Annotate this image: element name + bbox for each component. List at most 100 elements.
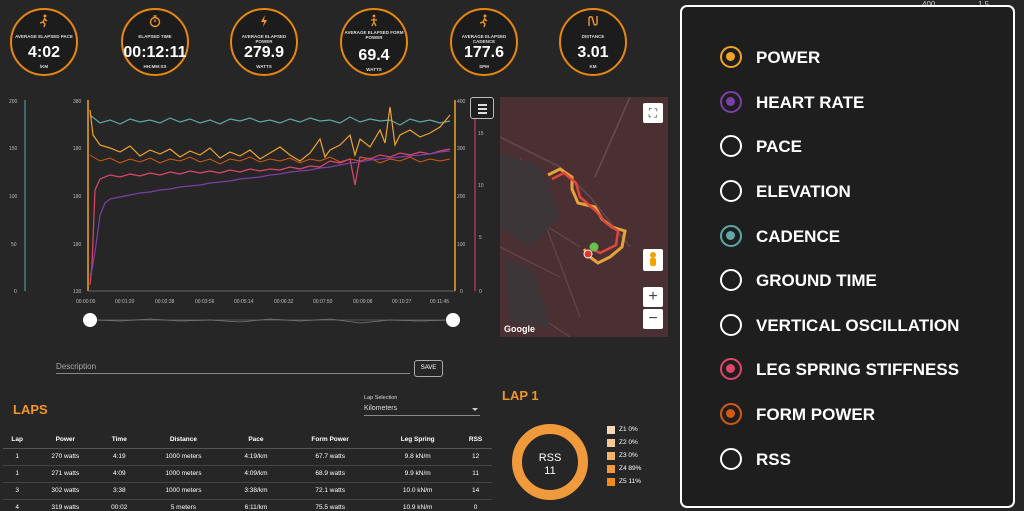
table-cell: 3:38	[99, 482, 140, 500]
stat-label: DISTANCE	[581, 34, 605, 39]
option-label: POWER	[756, 48, 821, 67]
option-power[interactable]: POWER	[720, 46, 1010, 68]
laps-table: Lap Power Time Distance Pace Form Power …	[3, 431, 492, 511]
lap-selection-dropdown[interactable]: Kilometers	[364, 405, 480, 416]
option-heart-rate[interactable]: HEART RATE	[720, 91, 1010, 113]
option-cadence[interactable]: CADENCE	[720, 225, 1010, 247]
column-header[interactable]: Power	[31, 431, 100, 449]
radio-button[interactable]	[720, 403, 742, 425]
stat-average-pace: AVERAGE ELAPSED PACE 4:02 /KM	[10, 8, 78, 76]
chart-menu-button[interactable]	[470, 97, 494, 119]
option-leg-spring-stiffness[interactable]: LEG SPRING STIFFNESS	[720, 358, 1010, 380]
option-elevation[interactable]: ELEVATION	[720, 180, 1010, 202]
radio-button[interactable]	[720, 135, 742, 157]
rss-donut: RSS 11	[512, 424, 588, 500]
stat-value: 3.01	[577, 44, 609, 61]
axis-tick: 180	[73, 194, 82, 200]
stat-average-cadence: AVERAGE ELAPSED CADENCE 177.6 SPM	[450, 8, 518, 76]
option-pace[interactable]: PACE	[720, 135, 1010, 157]
zoom-in-button[interactable]: +	[643, 287, 663, 307]
table-cell: 67.7 watts	[284, 448, 377, 466]
pegman-icon	[650, 252, 656, 266]
lap-selection-label: Lap Selection	[364, 395, 398, 401]
x-tick: 00:11:45	[430, 299, 449, 305]
table-row[interactable]: 1 270 watts 4:19 1000 meters 4:19/km 67.7 w…	[3, 448, 492, 466]
column-header[interactable]: Distance	[139, 431, 228, 449]
street-view-pegman[interactable]	[643, 249, 663, 271]
background-value: 400	[922, 0, 935, 9]
zoom-out-button[interactable]: −	[643, 309, 663, 329]
table-cell: 6:11/km	[227, 499, 285, 511]
right-axis-b-labels: 15 10 5 0	[478, 131, 484, 295]
table-cell: 1000 meters	[139, 448, 228, 466]
radio-button[interactable]	[720, 269, 742, 291]
axis-tick: 15	[478, 131, 484, 137]
table-cell: 9.8 kN/m	[376, 448, 460, 466]
table-cell: 10.0 kN/m	[376, 482, 460, 500]
column-header[interactable]: Pace	[227, 431, 285, 449]
axis-tick: 50	[11, 242, 17, 248]
leg-spring-series	[89, 148, 451, 286]
option-label: RSS	[756, 450, 791, 469]
save-button[interactable]: SAVE	[414, 360, 443, 377]
radio-button[interactable]	[720, 91, 742, 113]
axis-tick: 100	[9, 194, 18, 200]
radio-button[interactable]	[720, 46, 742, 68]
route-map[interactable]: ⛶ + − Google	[500, 97, 668, 337]
form-power-series	[89, 154, 451, 165]
table-cell: 12	[459, 448, 492, 466]
range-navigator[interactable]	[83, 313, 460, 327]
metrics-chart[interactable]: 200 150 100 50 0 380 180 180 180 130 400…	[0, 95, 500, 340]
right-axis-a-labels: 400 300 200 100 0	[457, 99, 466, 295]
table-cell: 5 meters	[139, 499, 228, 511]
range-handle-left[interactable]	[83, 313, 97, 327]
table-row[interactable]: 4 319 watts 00:02 5 meters 6:11/km 75.5 wat…	[3, 499, 492, 511]
axis-tick: 0	[479, 289, 482, 295]
stat-value: 69.4	[358, 47, 390, 64]
description-input[interactable]: Description	[56, 362, 97, 371]
option-rss[interactable]: RSS	[720, 448, 1010, 470]
fullscreen-button[interactable]: ⛶	[643, 103, 663, 123]
radio-button[interactable]	[720, 314, 742, 336]
map-canvas[interactable]	[500, 97, 668, 337]
stat-unit: WATTS	[256, 64, 272, 69]
table-cell: 00:02	[99, 499, 140, 511]
lap1-title: LAP 1	[502, 388, 539, 403]
table-cell: 4:09	[99, 465, 140, 483]
table-cell: 271 watts	[31, 465, 100, 483]
axis-tick: 100	[457, 242, 466, 248]
radio-button[interactable]	[720, 180, 742, 202]
left-axis-a-labels: 200 150 100 50 0	[9, 99, 18, 295]
axis-tick: 400	[457, 99, 466, 105]
axis-tick: 150	[9, 146, 18, 152]
stat-unit: KM	[589, 64, 597, 69]
radio-button[interactable]	[720, 225, 742, 247]
table-header-row: Lap Power Time Distance Pace Form Power …	[3, 431, 492, 449]
radio-button[interactable]	[720, 448, 742, 470]
table-cell: 4:19/km	[227, 448, 285, 466]
x-tick: 00:00:00	[76, 299, 96, 305]
column-header[interactable]: Leg Spring	[376, 431, 460, 449]
column-header[interactable]: Lap	[3, 431, 32, 449]
stat-unit: /KM	[39, 64, 49, 69]
donut-label: RSS	[539, 452, 562, 464]
range-handle-right[interactable]	[446, 313, 460, 327]
option-vertical-oscillation[interactable]: VERTICAL OSCILLATION	[720, 314, 1010, 336]
stat-value: 177.6	[463, 44, 505, 61]
table-cell: 4:19	[99, 448, 140, 466]
x-tick: 00:06:32	[274, 299, 294, 305]
table-cell: 3	[3, 482, 32, 500]
column-header[interactable]: Time	[99, 431, 140, 449]
table-cell: 72.1 watts	[284, 482, 377, 500]
table-row[interactable]: 3 302 watts 3:38 1000 meters 3:38/km 72.1 w…	[3, 482, 492, 500]
radio-button[interactable]	[720, 358, 742, 380]
running-form-icon	[371, 14, 377, 27]
map-attribution: Google	[504, 324, 535, 334]
option-form-power[interactable]: FORM POWER	[720, 403, 1010, 425]
option-ground-time[interactable]: GROUND TIME	[720, 269, 1010, 291]
column-header[interactable]: Form Power	[284, 431, 377, 449]
table-cell: 3:38/km	[227, 482, 285, 500]
option-label: ELEVATION	[756, 182, 851, 201]
table-row[interactable]: 1 271 watts 4:09 1000 meters 4:09/km 68.9 w…	[3, 465, 492, 483]
column-header[interactable]: RSS	[459, 431, 492, 449]
